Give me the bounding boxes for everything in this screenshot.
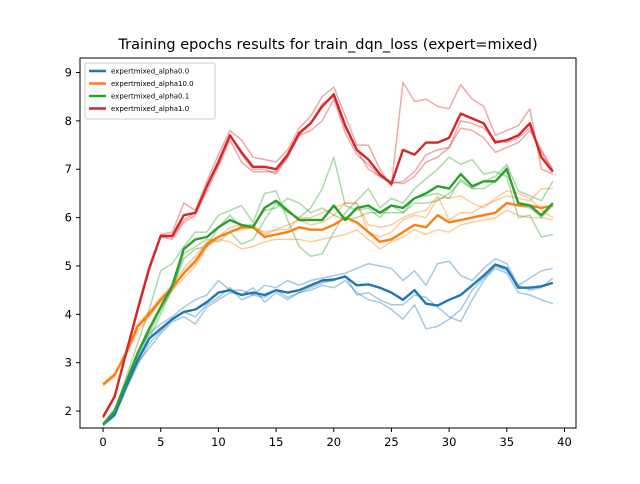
- y-tick-label: 7: [65, 162, 72, 176]
- series-run-line-3-1: [102, 98, 554, 417]
- series-run-line-3-2: [102, 95, 554, 418]
- x-tick-label: 25: [384, 435, 399, 449]
- series-run-line-0-2: [102, 265, 554, 426]
- x-tick-label: 10: [211, 435, 226, 449]
- x-tick-label: 0: [99, 435, 106, 449]
- series-run-line-0-0: [102, 257, 554, 424]
- y-tick-label: 8: [65, 114, 72, 128]
- series-run-line-3-0: [102, 81, 554, 419]
- legend-label: expertmixed_alpha0.0: [111, 68, 189, 76]
- y-tick-label: 9: [65, 66, 72, 80]
- x-tick-label: 40: [557, 435, 572, 449]
- x-tick-label: 35: [499, 435, 514, 449]
- y-tick-label: 6: [65, 211, 72, 225]
- series-line-1: [102, 201, 554, 386]
- series-line-2: [102, 167, 554, 426]
- y-tick-label: 2: [65, 404, 72, 418]
- series-line-3: [102, 93, 554, 418]
- series-run-line-1-0: [102, 190, 554, 387]
- x-tick-label: 30: [442, 435, 457, 449]
- y-tick-label: 5: [65, 259, 72, 273]
- series-line-0: [102, 263, 554, 426]
- y-axis: 2 3 4 5 6 7 8 9: [65, 66, 80, 418]
- x-tick-label: 20: [326, 435, 341, 449]
- series-run-line-1-1: [102, 209, 554, 385]
- y-tick-label: 4: [65, 307, 72, 321]
- legend-label: expertmixed_alpha1.0: [111, 105, 189, 113]
- legend-label: expertmixed_alpha10.0: [111, 80, 194, 88]
- legend: expertmixed_alpha0.0 expertmixed_alpha10.…: [84, 62, 216, 120]
- x-tick-label: 5: [157, 435, 164, 449]
- axes-frame: [79, 57, 577, 429]
- y-tick-label: 3: [65, 356, 72, 370]
- x-tick-label: 15: [269, 435, 284, 449]
- chart-title: Training epochs results for train_dqn_lo…: [117, 37, 537, 53]
- series-run-line-2-0: [102, 156, 554, 427]
- legend-box: [84, 62, 216, 120]
- x-axis: 0 5 10 15 20 25 30 35 40: [99, 428, 572, 449]
- legend-label: expertmixed_alpha0.1: [111, 93, 189, 101]
- plot-area: [102, 81, 554, 427]
